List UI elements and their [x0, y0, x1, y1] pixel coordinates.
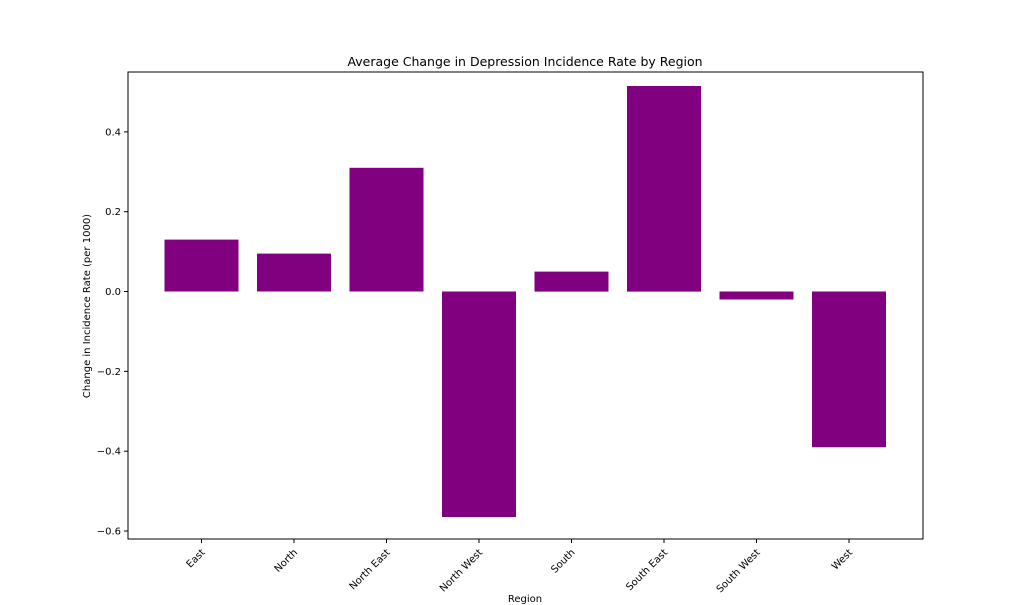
x-tick-label: East [185, 547, 208, 570]
x-tick-label: North East [348, 547, 393, 592]
x-tick-label: South [549, 547, 577, 575]
x-tick-label: West [830, 547, 855, 572]
y-tick-label: 0.2 [105, 207, 121, 218]
x-axis-label: Region [508, 594, 542, 605]
bar-north-east [349, 167, 424, 292]
x-tick-label: North [273, 547, 301, 575]
bar-east [164, 239, 239, 292]
x-tick-label: South West [715, 547, 763, 595]
y-axis-ticks: −0.6 −0.4 −0.2 0.0 0.2 0.4 [97, 127, 128, 538]
plot-frame [127, 71, 924, 540]
y-tick-label: −0.6 [97, 527, 121, 538]
x-tick-label: South East [624, 547, 670, 593]
bars-group [164, 86, 886, 517]
x-tick-label: North West [438, 547, 485, 594]
y-tick-label: 0.0 [105, 287, 121, 298]
bar-west [812, 291, 886, 448]
bar-north [257, 253, 331, 292]
y-tick-label: −0.2 [97, 367, 121, 378]
bar-south [534, 271, 609, 292]
x-axis-ticks: East North North East North West South South … [185, 539, 855, 595]
y-tick-label: −0.4 [97, 447, 121, 458]
y-tick-label: 0.4 [105, 127, 121, 138]
bar-south-west [719, 291, 794, 300]
bar-south-east [627, 86, 701, 292]
y-axis-label: Change in Incidence Rate (per 1000) [82, 214, 93, 398]
bar-north-west [442, 291, 516, 517]
chart-title: Average Change in Depression Incidence R… [347, 54, 702, 69]
